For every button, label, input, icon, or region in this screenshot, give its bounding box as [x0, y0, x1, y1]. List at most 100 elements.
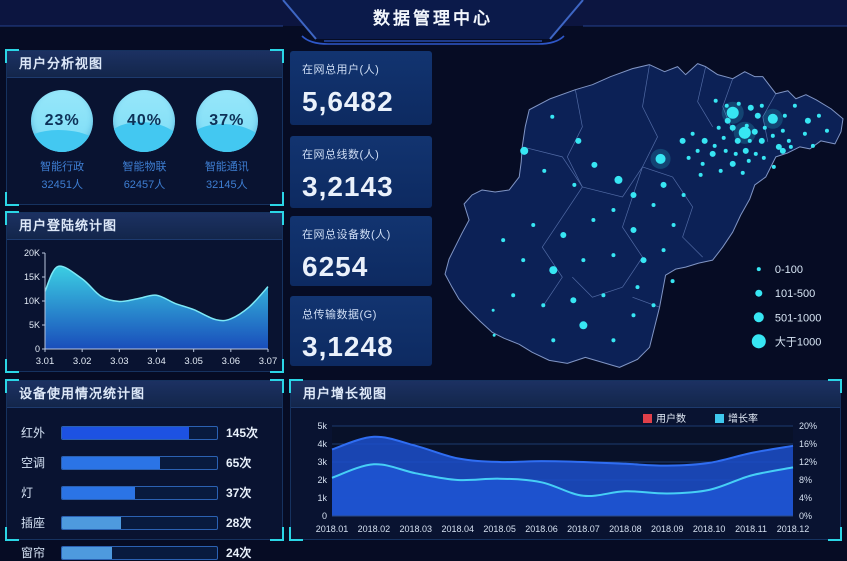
gauge-label: 智能行政: [40, 161, 85, 173]
svg-text:2018.02: 2018.02: [358, 524, 391, 534]
stat-label: 在网总设备数(人): [302, 229, 391, 241]
svg-text:2k: 2k: [317, 475, 327, 485]
bar-track: [61, 425, 218, 440]
province-scatter-map: 0-100 101-500 501-1000 大于1000: [444, 63, 844, 368]
svg-text:20K: 20K: [24, 248, 40, 258]
gauge-label: 智能通讯: [204, 161, 249, 173]
bar-label: 红外: [21, 426, 46, 440]
corner-bracket: [5, 192, 19, 206]
bar-fill: [62, 486, 135, 499]
bar-track: [61, 515, 218, 530]
bar-fill: [62, 516, 121, 529]
svg-text:501-1000: 501-1000: [775, 312, 822, 324]
map-legend: 0-100 101-500 501-1000 大于1000: [751, 264, 822, 349]
panel-device-usage: 设备使用情况统计图 红外 145次 空调 65次 灯 37次 插座 28次 窗帘…: [5, 379, 284, 560]
svg-text:2018.09: 2018.09: [651, 524, 684, 534]
gauge-count: 62457人: [123, 179, 166, 191]
legend-item-0[interactable]: 用户数: [643, 412, 686, 425]
gauge-count: 32451人: [41, 179, 83, 191]
bar-row-light: 灯 37次: [21, 484, 268, 501]
bar-row-socket: 插座 28次: [21, 514, 268, 531]
bar-label: 空调: [21, 456, 46, 470]
svg-text:3.06: 3.06: [222, 356, 241, 367]
svg-text:2018.05: 2018.05: [483, 524, 516, 534]
svg-text:4k: 4k: [317, 439, 327, 449]
svg-text:0%: 0%: [799, 511, 812, 521]
header-bar: 数据管理中心: [0, 0, 847, 46]
device-bar-chart: 红外 145次 空调 65次 灯 37次 插座 28次 窗帘 24次: [7, 408, 282, 561]
svg-text:增长率: 增长率: [728, 412, 758, 425]
svg-text:2018.11: 2018.11: [735, 524, 767, 534]
gauge-percent: 23%: [44, 112, 80, 129]
svg-text:3.07: 3.07: [259, 356, 278, 367]
svg-text:2018.10: 2018.10: [693, 524, 726, 534]
gauge-wave-fill: [113, 121, 176, 152]
gauge-smart-admin: 23% 智能行政 32451人: [22, 90, 102, 192]
liquid-gauge: 37%: [195, 90, 258, 152]
map-data-dots: [491, 98, 829, 343]
bar-value: 24次: [226, 546, 252, 560]
bar-value: 65次: [226, 456, 252, 470]
stat-label: 总传输数据(G): [302, 309, 377, 321]
svg-text:2018.03: 2018.03: [400, 524, 433, 534]
bar-track: [61, 455, 218, 470]
gauge-percent: 40%: [126, 112, 162, 129]
svg-text:3.01: 3.01: [36, 356, 55, 367]
bar-fill: [62, 456, 160, 469]
svg-text:101-500: 101-500: [775, 288, 815, 300]
panel-title-user-analysis: 用户分析视图: [7, 51, 282, 78]
stat-label: 在网总用户(人): [302, 64, 380, 76]
stat-value: 3,2143: [302, 171, 394, 202]
svg-text:2018.07: 2018.07: [567, 524, 600, 534]
bar-track: [61, 545, 218, 560]
svg-text:3.05: 3.05: [184, 356, 203, 367]
svg-text:2018.12: 2018.12: [777, 524, 810, 534]
svg-text:0: 0: [35, 344, 40, 354]
svg-text:10K: 10K: [24, 296, 40, 306]
panel-title-login-stats: 用户登陆统计图: [7, 213, 282, 240]
svg-text:5k: 5k: [317, 421, 327, 431]
panel-title-user-growth: 用户增长视图: [291, 381, 840, 408]
bar-label: 窗帘: [21, 546, 46, 560]
corner-bracket: [270, 192, 284, 206]
liquid-gauge: 40%: [113, 90, 176, 152]
gauge-smart-comm: 37% 智能通讯 32145人: [187, 90, 267, 192]
bar-row-aircon: 空调 65次: [21, 454, 268, 471]
svg-text:3k: 3k: [317, 457, 327, 467]
bar-label: 插座: [21, 516, 46, 530]
svg-text:2018.01: 2018.01: [316, 524, 349, 534]
map-outline: [444, 63, 844, 368]
bar-label: 灯: [21, 486, 34, 500]
panel-title-device-usage: 设备使用情况统计图: [7, 381, 282, 408]
bar-row-infrared: 红外 145次: [21, 424, 268, 441]
svg-text:3.03: 3.03: [110, 356, 129, 367]
stat-value: 3,1248: [302, 331, 394, 362]
stat-value: 6254: [302, 251, 369, 282]
gauge-wave-fill: [31, 130, 94, 152]
header-decoration: 数据管理中心: [0, 0, 847, 45]
panel-user-analysis: 用户分析视图 23% 智能行政 32451人 40% 智能物联 62457人 3…: [5, 49, 284, 206]
stat-label: 在网总线数(人): [302, 149, 380, 161]
gauge-smart-iot: 40% 智能物联 62457人: [104, 90, 184, 192]
svg-text:12%: 12%: [799, 457, 817, 467]
bar-row-curtain: 窗帘 24次: [21, 544, 268, 561]
bar-value: 28次: [226, 516, 252, 530]
legend-item-1[interactable]: 增长率: [715, 412, 758, 425]
bar-fill: [62, 426, 190, 439]
gauge-label: 智能物联: [122, 161, 167, 173]
gauge-count: 32145人: [206, 179, 248, 191]
gauge-percent: 37%: [209, 112, 245, 129]
panel-login-stats: 用户登陆统计图 0 5K 10K 15K 20K 3.01 3.02 3.03 3.04 3.05…: [5, 211, 284, 373]
growth-line-chart: 0 1k 2k 3k 4k 5k 0% 4% 8% 12% 16% 20% 2018.01 2018.02…: [316, 412, 817, 534]
svg-text:大于1000: 大于1000: [775, 334, 822, 348]
bar-fill: [62, 546, 112, 559]
page-title: 数据管理中心: [373, 8, 493, 28]
svg-text:3.02: 3.02: [73, 356, 92, 367]
stat-value: 5,6482: [302, 86, 394, 117]
svg-text:1k: 1k: [317, 493, 327, 503]
stat-card-total-users: 在网总用户(人) 5,6482: [290, 51, 432, 125]
bar-value: 145次: [226, 426, 259, 440]
svg-text:0-100: 0-100: [775, 264, 803, 276]
panel-user-growth: 用户增长视图 0 1k 2k 3k 4k 5k 0% 4% 8% 12% 16% 20% 2018.01…: [289, 379, 842, 541]
svg-text:用户数: 用户数: [656, 412, 686, 425]
